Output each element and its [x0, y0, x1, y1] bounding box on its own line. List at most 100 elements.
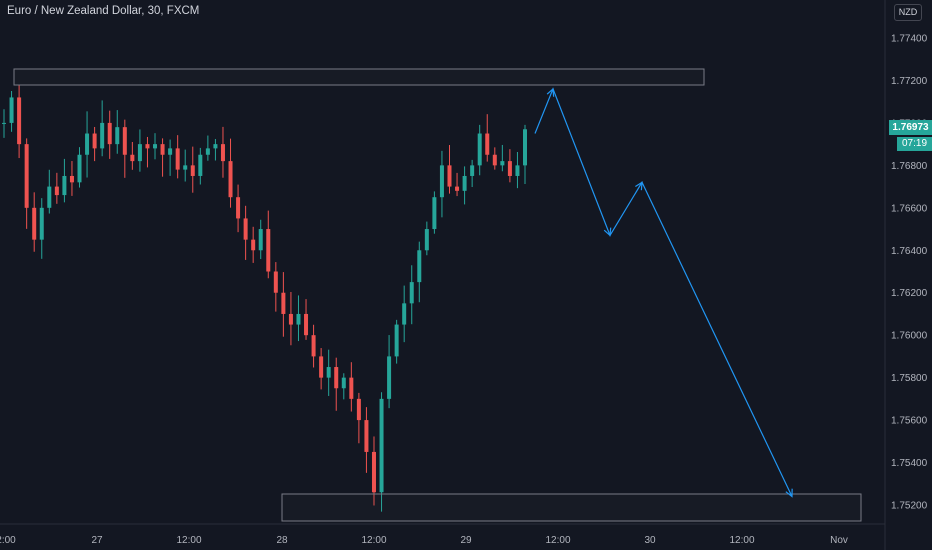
- candle-body: [319, 356, 324, 378]
- candle: [349, 362, 354, 412]
- time-axis[interactable]: 2:00 27 12:00 28 12:00 29 12:00 30 12:00 Nov: [0, 535, 848, 546]
- candle-body: [137, 144, 142, 162]
- candle-body: [387, 356, 392, 399]
- candle-body: [356, 398, 361, 421]
- candle-body: [9, 97, 14, 123]
- candle: [379, 392, 384, 512]
- candle: [341, 373, 346, 400]
- candle-body: [92, 133, 97, 149]
- candle-body: [485, 133, 490, 155]
- time-tick-label: 30: [644, 535, 656, 546]
- resistance-zone[interactable]: [13, 68, 705, 86]
- candle: [130, 141, 135, 170]
- candle: [153, 133, 158, 160]
- candle-body: [198, 154, 203, 176]
- candle-body: [62, 175, 67, 196]
- candle-body: [130, 154, 135, 162]
- price-tick-label: 1.76800: [891, 161, 928, 172]
- candle: [183, 149, 188, 182]
- candle-body: [288, 313, 293, 325]
- price-tick-label: 1.76000: [891, 331, 928, 342]
- time-tick-label: 12:00: [361, 535, 386, 546]
- price-tick-label: 1.76400: [891, 246, 928, 257]
- bar-countdown-tag: 07:19: [897, 137, 932, 151]
- projection-arrowheads: [546, 87, 793, 498]
- candle: [122, 119, 127, 178]
- candle-body: [77, 154, 82, 183]
- candle-body: [160, 144, 165, 155]
- candle: [402, 285, 407, 343]
- candle: [54, 172, 59, 204]
- candle: [17, 84, 22, 159]
- candle-body: [100, 122, 105, 149]
- last-price-tag: 1.76973: [889, 120, 932, 135]
- candle-body: [326, 367, 331, 378]
- candle: [273, 262, 278, 312]
- candle-body: [54, 186, 59, 196]
- candle-body: [507, 161, 512, 176]
- candle-body: [145, 144, 150, 149]
- candle-body: [168, 148, 173, 155]
- time-tick-label: 12:00: [545, 535, 570, 546]
- candle: [462, 166, 467, 205]
- time-tick-label: 29: [460, 535, 472, 546]
- candle-body: [304, 313, 309, 336]
- candle-body: [69, 175, 74, 183]
- candle: [198, 147, 203, 185]
- candle: [500, 144, 505, 172]
- candle: [364, 407, 369, 473]
- candle: [175, 135, 180, 179]
- candle: [92, 126, 97, 162]
- currency-button[interactable]: NZD: [894, 4, 922, 21]
- arrowhead: [603, 227, 612, 237]
- candle-body: [379, 398, 384, 493]
- projection-path[interactable]: [534, 87, 793, 497]
- candle: [24, 138, 29, 229]
- candle: [205, 135, 210, 161]
- candle-body: [2, 122, 6, 124]
- candle: [394, 319, 399, 364]
- candle: [69, 161, 74, 196]
- time-tick-label: 12:00: [176, 535, 201, 546]
- support-zone[interactable]: [281, 493, 862, 522]
- time-tick-label: 12:00: [729, 535, 754, 546]
- candle-body: [273, 271, 278, 293]
- candle: [190, 146, 195, 193]
- candle-body: [153, 144, 158, 149]
- time-tick-label: 28: [276, 535, 288, 546]
- candle: [334, 357, 339, 411]
- candle: [251, 226, 256, 263]
- price-axis[interactable]: 1.774001.772001.770001.768001.766001.764…: [891, 34, 928, 512]
- candle: [326, 349, 331, 396]
- candle: [281, 272, 286, 337]
- candle-body: [334, 367, 339, 389]
- candle: [387, 335, 392, 409]
- candle-body: [432, 197, 437, 230]
- candle-body: [447, 165, 452, 187]
- candle: [515, 151, 520, 189]
- candle: [115, 110, 120, 154]
- candle: [258, 219, 263, 260]
- candle: [288, 292, 293, 346]
- price-tick-label: 1.77400: [891, 34, 928, 45]
- candle-body: [417, 250, 422, 283]
- arrowhead: [635, 181, 643, 191]
- candle-body: [296, 313, 301, 325]
- candle: [77, 147, 82, 188]
- candle-body: [341, 377, 346, 389]
- candle-body: [32, 207, 37, 240]
- candle-body: [24, 144, 29, 208]
- candle-body: [190, 165, 195, 176]
- candle-body: [424, 229, 429, 251]
- time-tick-label: 27: [91, 535, 103, 546]
- candle-body: [47, 186, 52, 208]
- candle: [477, 124, 482, 176]
- candle-body: [236, 197, 241, 219]
- candle-body: [107, 122, 112, 145]
- candle-body: [281, 292, 286, 314]
- candle: [439, 150, 444, 218]
- candle: [470, 159, 475, 188]
- candle: [47, 169, 52, 214]
- candle: [409, 265, 414, 325]
